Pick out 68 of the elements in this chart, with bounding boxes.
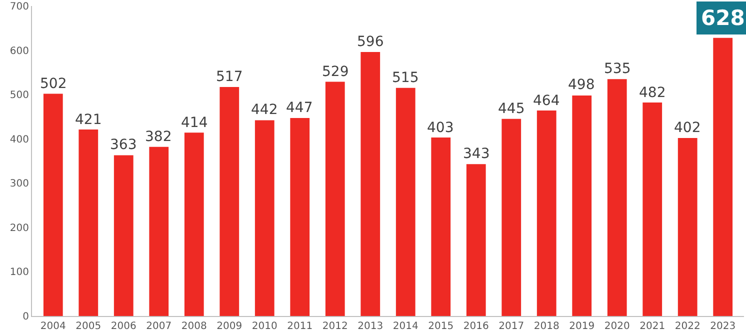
data-label: 498 xyxy=(568,77,595,93)
x-tick-label: 2020 xyxy=(604,321,630,332)
bar xyxy=(114,155,134,316)
x-tick-label: 2014 xyxy=(392,321,418,332)
data-label: 343 xyxy=(463,146,490,162)
bar xyxy=(254,120,274,316)
bar xyxy=(466,164,486,316)
x-tick-label: 2012 xyxy=(322,321,348,332)
x-tick-label: 2007 xyxy=(146,321,172,332)
bar xyxy=(713,38,733,316)
bar xyxy=(396,88,416,316)
data-label: 403 xyxy=(427,120,454,136)
bar xyxy=(220,87,240,316)
y-tick-label: 200 xyxy=(10,222,29,234)
x-tick-label: 2016 xyxy=(463,321,489,332)
data-label: 596 xyxy=(357,34,384,50)
bar xyxy=(290,118,310,316)
bar xyxy=(502,118,522,316)
bar xyxy=(572,95,592,316)
x-tick-label: 2018 xyxy=(534,321,560,332)
data-label: 447 xyxy=(286,100,313,116)
y-tick-label: 100 xyxy=(10,267,29,278)
y-tick-label: 400 xyxy=(10,134,29,146)
bar xyxy=(536,110,556,316)
data-label: 414 xyxy=(181,115,208,131)
x-tick-label: 2013 xyxy=(358,321,384,332)
data-label: 529 xyxy=(322,64,349,80)
bar xyxy=(43,94,63,316)
y-tick-label: 0 xyxy=(22,312,29,322)
bar xyxy=(184,132,204,316)
x-tick-label: 2008 xyxy=(181,321,207,332)
data-label: 382 xyxy=(145,129,172,145)
y-tick-label: 300 xyxy=(10,178,29,190)
x-tick-label: 2019 xyxy=(569,321,595,332)
y-tick-label: 700 xyxy=(10,2,29,12)
bar xyxy=(607,79,627,316)
x-tick-label: 2010 xyxy=(252,321,278,332)
x-tick-label: 2015 xyxy=(428,321,454,332)
bar xyxy=(149,146,169,316)
bar xyxy=(642,102,662,316)
bar xyxy=(78,130,98,316)
y-tick-label: 600 xyxy=(10,46,29,57)
y-tick-label: 500 xyxy=(10,90,29,102)
x-tick-label: 2017 xyxy=(498,321,524,332)
data-label: 421 xyxy=(75,112,102,128)
bar xyxy=(325,82,345,316)
data-label: 402 xyxy=(674,120,701,136)
x-tick-label: 2023 xyxy=(710,321,736,332)
x-tick-label: 2022 xyxy=(674,321,700,332)
data-label: 535 xyxy=(604,61,631,77)
data-label: 442 xyxy=(251,102,278,118)
bar xyxy=(678,138,698,316)
x-tick-label: 2011 xyxy=(287,321,313,332)
x-tick-label: 2004 xyxy=(40,321,66,332)
x-tick-label: 2009 xyxy=(216,321,242,332)
data-label: 628 xyxy=(701,6,745,30)
data-label: 363 xyxy=(110,137,137,153)
x-tick-label: 2021 xyxy=(640,321,666,332)
data-label: 464 xyxy=(533,93,560,109)
data-label: 482 xyxy=(639,85,666,101)
bar xyxy=(431,138,451,316)
bar xyxy=(360,52,380,316)
data-label: 517 xyxy=(216,69,243,85)
data-label: 445 xyxy=(498,101,525,117)
data-label: 502 xyxy=(40,76,67,92)
x-tick-label: 2006 xyxy=(110,321,136,332)
x-tick-label: 2005 xyxy=(76,321,102,332)
data-label: 515 xyxy=(392,70,419,86)
